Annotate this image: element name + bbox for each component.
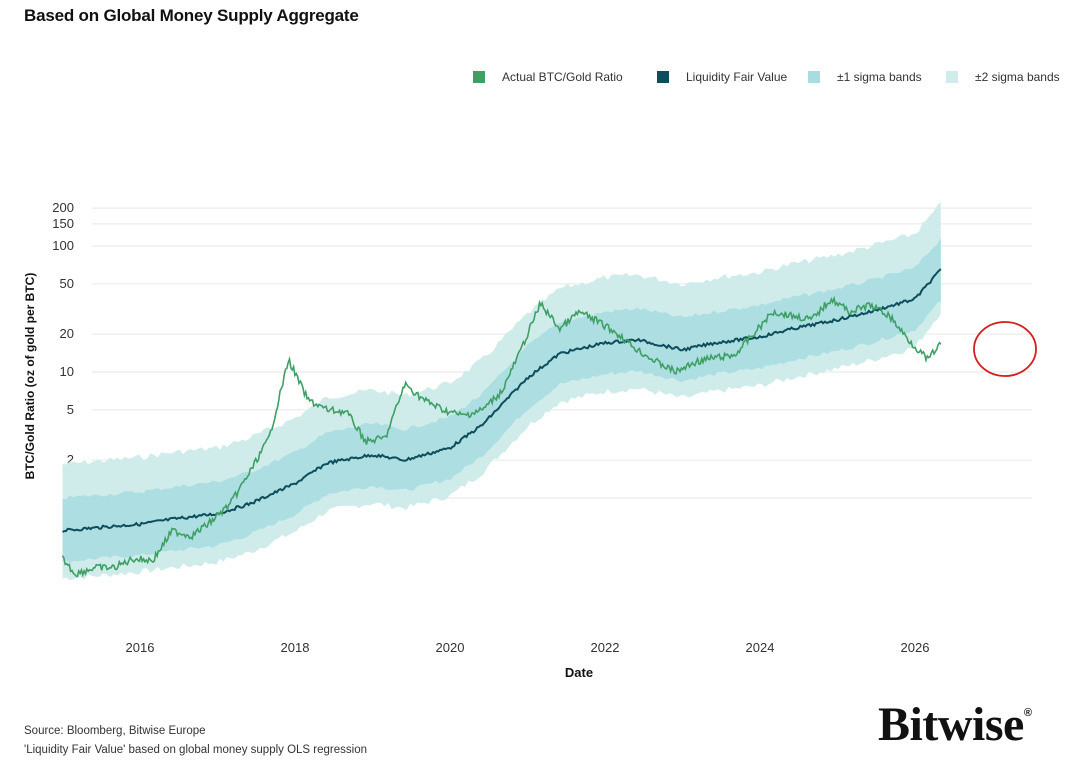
legend-label-fair-value: Liquidity Fair Value [686,70,788,84]
x-tick-label-2018: 2018 [281,640,310,655]
legend-item-fair-value: Liquidity Fair Value [657,70,787,84]
highlight-circle [973,321,1037,377]
legend-swatch-actual [473,71,485,83]
y-tick-label-200: 200 [52,200,74,215]
sigma1-band [62,237,941,564]
y-tick-label-100: 100 [52,238,74,253]
y-axis-title: BTC/Gold Ratio (oz of gold per BTC) [23,273,37,480]
y-tick-label-10: 10 [60,364,74,379]
x-tick-label-2026: 2026 [901,640,930,655]
actual-ratio-line [61,295,942,578]
legend-item-actual: Actual BTC/Gold Ratio [473,70,623,84]
bitwise-logo: Bitwise® [878,697,1032,752]
legend-label-sigma1: ±1 sigma bands [837,70,922,84]
x-tick-label-2024: 2024 [746,640,775,655]
legend-label-actual: Actual BTC/Gold Ratio [502,70,623,84]
legend-swatch-sigma2 [946,71,958,83]
y-tick-label-50: 50 [60,276,74,291]
legend-label-sigma2: ±2 sigma bands [975,70,1060,84]
x-tick-label-2016: 2016 [126,640,155,655]
x-tick-label-2022: 2022 [591,640,620,655]
y-tick-label-150: 150 [52,216,74,231]
y-tick-label-2: 2 [67,452,74,467]
legend-swatch-fair-value [657,71,669,83]
x-axis-title: Date [565,665,593,680]
y-tick-label-20: 20 [60,326,74,341]
legend-item-sigma2: ±2 sigma bands [946,70,1060,84]
x-tick-label-2020: 2020 [436,640,465,655]
chart-legend: Actual BTC/Gold Ratio Liquidity Fair Val… [0,70,1081,90]
registered-mark: ® [1023,707,1032,719]
legend-swatch-sigma1 [808,71,820,83]
legend-item-sigma1: ±1 sigma bands [808,70,922,84]
chart-title: Based on Global Money Supply Aggregate [24,6,359,25]
brand-name: Bitwise [878,698,1024,751]
y-tick-label-5: 5 [67,402,74,417]
chart-footer: Source: Bloomberg, Bitwise Europe 'Liqui… [24,722,367,760]
source-note: Source: Bloomberg, Bitwise Europe [24,725,206,737]
method-note: 'Liquidity Fair Value' based on global m… [24,744,367,756]
fair-value-line [62,268,942,533]
